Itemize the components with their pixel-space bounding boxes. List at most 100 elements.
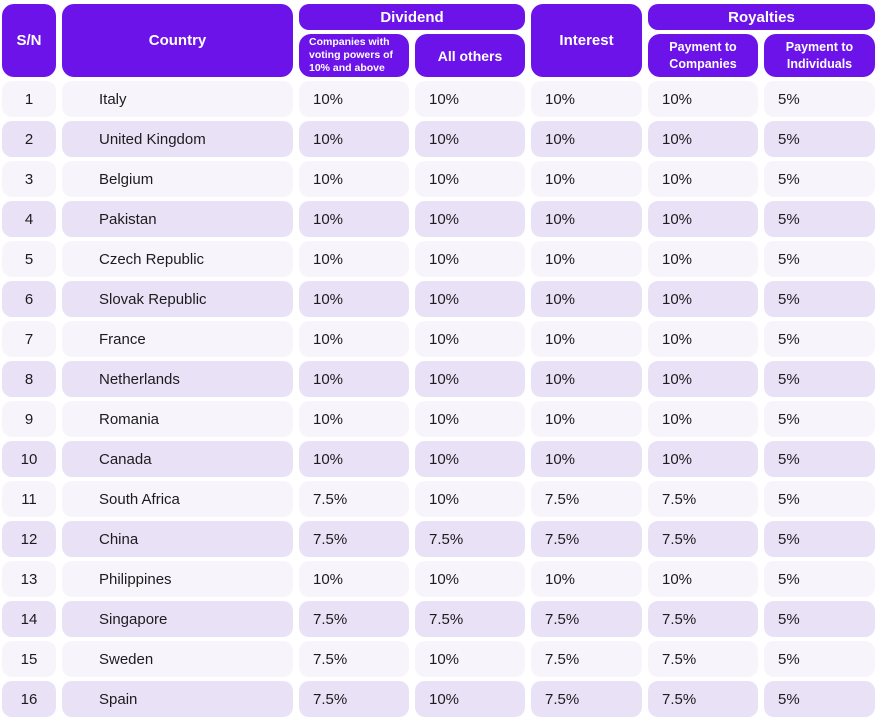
interest-cell: 10% [531,561,642,597]
dividend-voting-cell: 10% [299,241,409,277]
royalty-companies-cell: 7.5% [648,521,758,557]
dividend-others-cell: 7.5% [415,601,525,637]
royalty-individuals-cell: 5% [764,121,875,157]
country-cell: Philippines [62,561,293,597]
country-cell: Slovak Republic [62,281,293,317]
dividend-others-cell: 10% [415,401,525,437]
dividend-voting-cell: 10% [299,361,409,397]
sn-cell: 11 [2,481,56,517]
royalty-companies-cell: 10% [648,561,758,597]
royalty-individuals-cell: 5% [764,241,875,277]
header-dividend-all-others: All others [415,34,525,77]
dividend-others-cell: 10% [415,161,525,197]
royalty-companies-cell: 10% [648,441,758,477]
interest-cell: 7.5% [531,681,642,717]
country-cell: United Kingdom [62,121,293,157]
interest-cell: 10% [531,321,642,357]
royalty-individuals-cell: 5% [764,521,875,557]
royalty-companies-cell: 10% [648,401,758,437]
dividend-voting-cell: 10% [299,201,409,237]
country-cell: Singapore [62,601,293,637]
country-cell: Belgium [62,161,293,197]
country-cell: Netherlands [62,361,293,397]
dividend-others-cell: 10% [415,121,525,157]
royalty-companies-cell: 10% [648,241,758,277]
royalty-companies-cell: 10% [648,361,758,397]
header-royalty-individuals: Payment to Individuals [764,34,875,77]
dividend-others-cell: 10% [415,201,525,237]
dividend-others-cell: 10% [415,361,525,397]
sn-cell: 2 [2,121,56,157]
sn-cell: 16 [2,681,56,717]
interest-cell: 10% [531,161,642,197]
country-cell: Sweden [62,641,293,677]
royalty-individuals-cell: 5% [764,361,875,397]
interest-cell: 10% [531,81,642,117]
royalty-individuals-cell: 5% [764,321,875,357]
sn-cell: 13 [2,561,56,597]
country-cell: China [62,521,293,557]
royalty-companies-cell: 7.5% [648,641,758,677]
country-cell: Canada [62,441,293,477]
dividend-voting-cell: 10% [299,321,409,357]
interest-cell: 10% [531,281,642,317]
royalty-individuals-cell: 5% [764,601,875,637]
interest-cell: 10% [531,441,642,477]
country-cell: Pakistan [62,201,293,237]
sn-cell: 5 [2,241,56,277]
sn-cell: 12 [2,521,56,557]
royalty-companies-cell: 7.5% [648,601,758,637]
dividend-voting-cell: 7.5% [299,601,409,637]
dividend-others-cell: 10% [415,81,525,117]
sn-cell: 9 [2,401,56,437]
interest-cell: 10% [531,361,642,397]
sn-cell: 6 [2,281,56,317]
royalty-companies-cell: 7.5% [648,481,758,517]
dividend-others-cell: 10% [415,561,525,597]
royalty-companies-cell: 10% [648,121,758,157]
sn-cell: 4 [2,201,56,237]
dividend-others-cell: 10% [415,481,525,517]
dividend-others-cell: 10% [415,281,525,317]
interest-cell: 10% [531,201,642,237]
dividend-others-cell: 10% [415,681,525,717]
country-cell: Romania [62,401,293,437]
interest-cell: 7.5% [531,641,642,677]
dividend-voting-cell: 7.5% [299,641,409,677]
royalty-companies-cell: 10% [648,281,758,317]
header-interest: Interest [531,4,642,77]
header-royalties: Royalties [648,4,875,30]
sn-cell: 14 [2,601,56,637]
country-cell: Czech Republic [62,241,293,277]
sn-cell: 15 [2,641,56,677]
interest-cell: 10% [531,121,642,157]
royalty-individuals-cell: 5% [764,281,875,317]
header-dividend: Dividend [299,4,525,30]
dividend-voting-cell: 7.5% [299,681,409,717]
interest-cell: 7.5% [531,481,642,517]
dividend-others-cell: 10% [415,641,525,677]
country-cell: Spain [62,681,293,717]
header-royalty-companies: Payment to Companies [648,34,758,77]
dividend-voting-cell: 10% [299,561,409,597]
royalty-individuals-cell: 5% [764,161,875,197]
royalty-individuals-cell: 5% [764,401,875,437]
royalty-individuals-cell: 5% [764,201,875,237]
royalty-individuals-cell: 5% [764,561,875,597]
dividend-voting-cell: 10% [299,441,409,477]
header-country: Country [62,4,293,77]
royalty-individuals-cell: 5% [764,681,875,717]
sn-cell: 10 [2,441,56,477]
header-dividend-voting: Companies with voting powers of 10% and … [299,34,409,77]
interest-cell: 10% [531,241,642,277]
dividend-others-cell: 10% [415,241,525,277]
royalty-companies-cell: 10% [648,161,758,197]
royalty-individuals-cell: 5% [764,441,875,477]
royalty-companies-cell: 10% [648,81,758,117]
interest-cell: 10% [531,401,642,437]
royalty-individuals-cell: 5% [764,81,875,117]
dividend-voting-cell: 10% [299,401,409,437]
dividend-others-cell: 10% [415,441,525,477]
country-cell: France [62,321,293,357]
